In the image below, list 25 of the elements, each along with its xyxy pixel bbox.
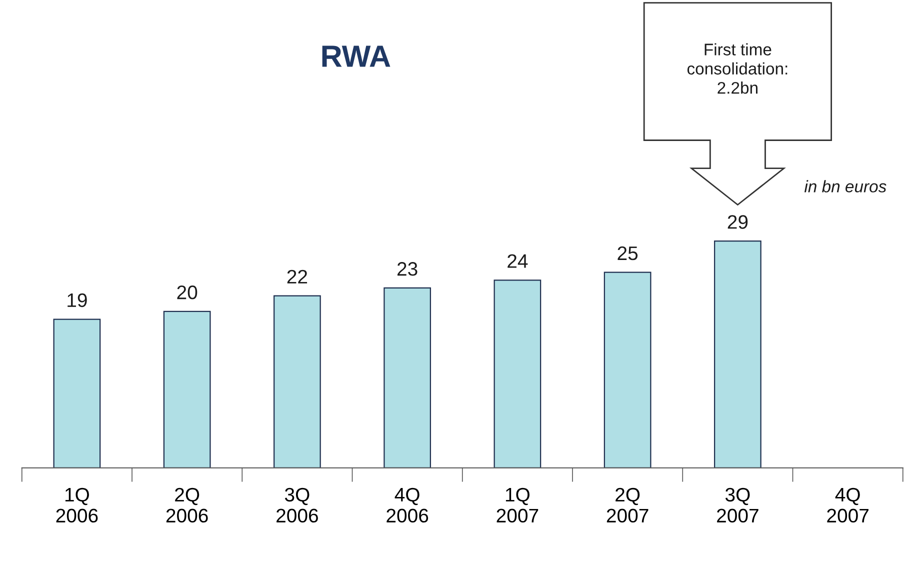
bar	[163, 310, 211, 468]
bar	[494, 280, 542, 468]
data-label: 25	[618, 246, 638, 260]
x-tick-label: 4Q 2006	[386, 488, 428, 523]
x-tick-label: 4Q 2007	[827, 488, 868, 523]
data-label: 29	[728, 215, 748, 229]
data-label: 24	[508, 254, 528, 268]
data-label: 20	[177, 286, 198, 300]
bar	[384, 287, 432, 468]
data-label: 22	[287, 270, 308, 284]
bar	[274, 295, 321, 468]
text: in bn euros	[804, 180, 886, 192]
chart-title: RWA	[322, 46, 390, 67]
text: First time consolidation: 2.2bn	[687, 43, 788, 94]
data-label: 23	[397, 262, 418, 276]
x-tick-label: 2Q 2006	[166, 488, 208, 523]
x-tick-label: 1Q 2007	[496, 488, 538, 523]
x-tick-label: 3Q 2006	[276, 488, 318, 523]
bar	[604, 272, 652, 468]
x-tick-label: 1Q 2006	[56, 488, 98, 523]
bar	[53, 318, 101, 468]
x-tick-label: 3Q 2007	[717, 488, 758, 523]
x-tick-label: 2Q 2007	[606, 488, 648, 523]
bar	[714, 240, 762, 468]
data-label: 19	[68, 293, 87, 308]
